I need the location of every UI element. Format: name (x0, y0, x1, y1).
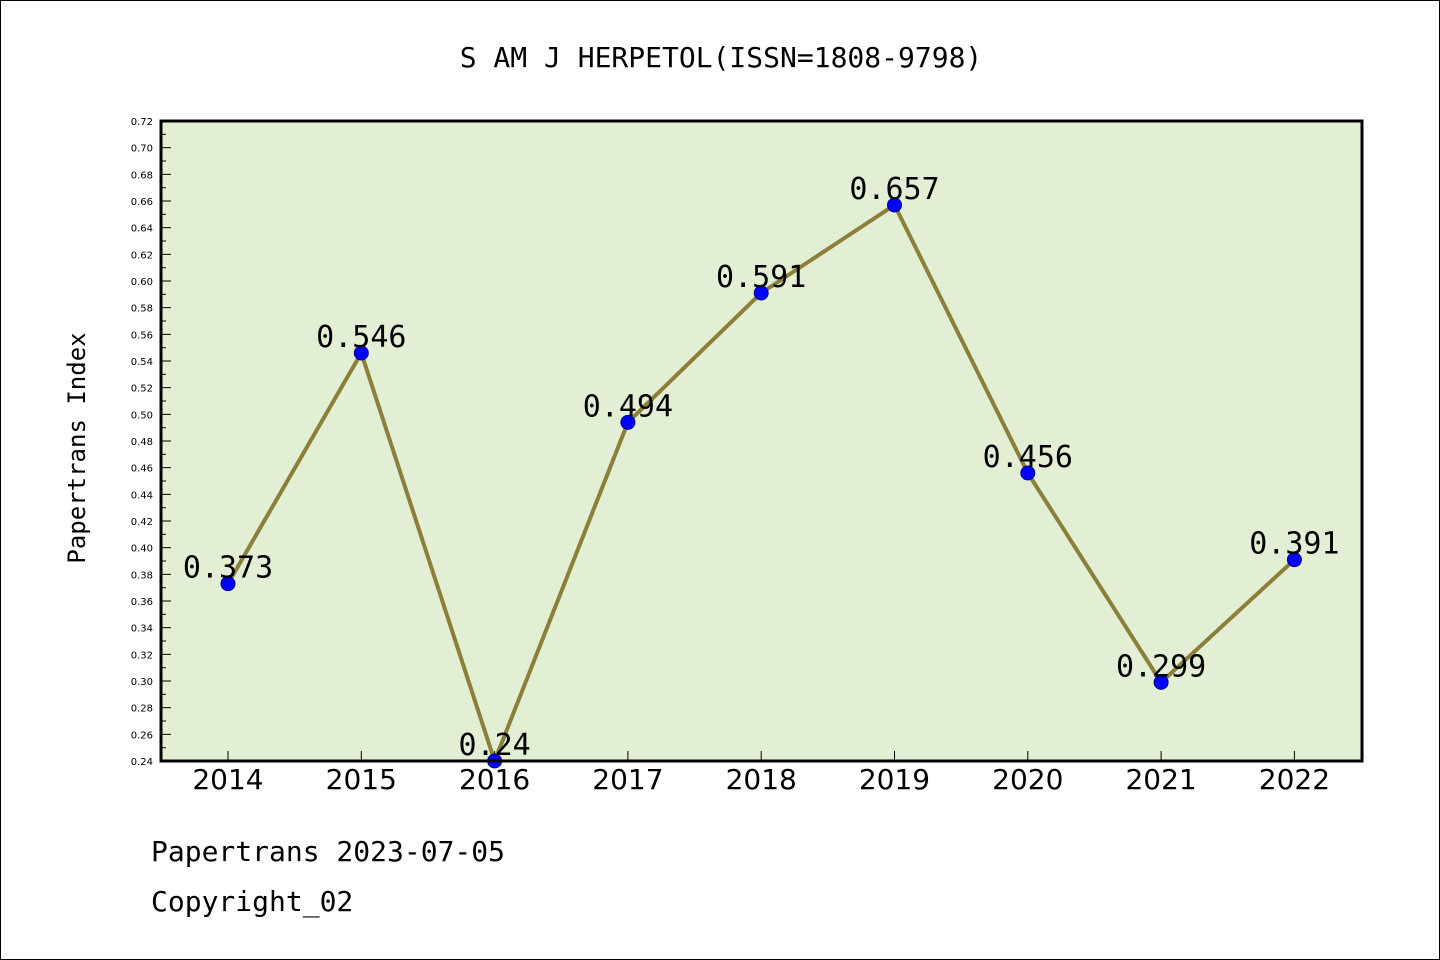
y-axis-label: Papertrans Index (63, 332, 91, 563)
data-labels: 0.373 0.546 0.24 0.494 0.591 0.657 0.456 0.299 0… (183, 172, 1340, 763)
data-label: 0.24 (458, 728, 530, 763)
data-label: 0.373 (183, 551, 273, 586)
data-point (1020, 465, 1036, 481)
y-tick-label: 0.62 (131, 250, 153, 261)
y-tick-label: 0.68 (131, 170, 153, 181)
data-point (753, 285, 769, 301)
y-tick-label: 0.34 (131, 624, 153, 635)
data-point (887, 197, 902, 213)
y-tick-label: 0.44 (131, 490, 153, 501)
x-tick-label: 2014 (192, 763, 263, 796)
y-tick-label: 0.32 (131, 650, 153, 661)
y-tick-label: 0.48 (131, 437, 153, 448)
x-axis: 2014 2015 2016 2017 2018 2019 2020 2021 2022 (192, 751, 1330, 796)
x-tick-label: 2016 (459, 763, 530, 796)
footer-copyright: Copyright_02 (151, 885, 354, 918)
chart-title: S AM J HERPETOL(ISSN=1808-9798) (460, 41, 983, 74)
data-point (1153, 674, 1169, 690)
y-tick-label: 0.26 (131, 730, 153, 741)
data-label: 0.456 (983, 440, 1073, 475)
x-tick-label: 2017 (592, 763, 663, 796)
x-tick-label: 2015 (326, 763, 397, 796)
plot-border (159, 119, 1364, 763)
y-tick-label: 0.72 (131, 117, 153, 128)
y-tick-label: 0.42 (131, 517, 153, 528)
y-tick-label: 0.64 (131, 224, 153, 235)
y-tick-label: 0.60 (131, 277, 153, 288)
y-tick-label: 0.30 (131, 677, 153, 688)
y-tick-label: 0.38 (131, 570, 153, 581)
y-tick-label: 0.28 (131, 704, 153, 715)
y-tick-label: 0.52 (131, 384, 153, 395)
y-tick-label: 0.50 (131, 410, 153, 421)
y-tick-label: 0.46 (131, 464, 153, 475)
y-tick-label: 0.36 (131, 597, 153, 608)
y-tick-label: 0.58 (131, 304, 153, 315)
y-tick-label: 0.70 (131, 144, 153, 155)
y-tick-label: 0.54 (131, 357, 153, 368)
y-tick-label: 0.24 (131, 757, 153, 768)
data-point (353, 345, 369, 361)
y-tick-label: 0.66 (131, 197, 153, 208)
x-tick-label: 2018 (726, 763, 797, 796)
data-points (220, 197, 1302, 769)
y-tick-label: 0.56 (131, 330, 153, 341)
data-label: 0.591 (716, 260, 806, 295)
data-point (220, 576, 236, 592)
x-tick-label: 2019 (859, 763, 930, 796)
data-label: 0.546 (316, 320, 406, 355)
data-point (620, 414, 636, 430)
x-tick-label: 2022 (1259, 763, 1330, 796)
data-label: 0.657 (849, 172, 939, 207)
data-label: 0.299 (1116, 649, 1206, 684)
data-label: 0.391 (1249, 527, 1339, 562)
x-tick-label: 2021 (1125, 763, 1196, 796)
data-point (1286, 552, 1302, 568)
footer-date: Papertrans 2023-07-05 (151, 835, 506, 868)
x-tick-label: 2020 (992, 763, 1063, 796)
data-label: 0.494 (583, 389, 673, 424)
y-tick-label: 0.40 (131, 544, 153, 555)
plot-area (161, 121, 1362, 761)
